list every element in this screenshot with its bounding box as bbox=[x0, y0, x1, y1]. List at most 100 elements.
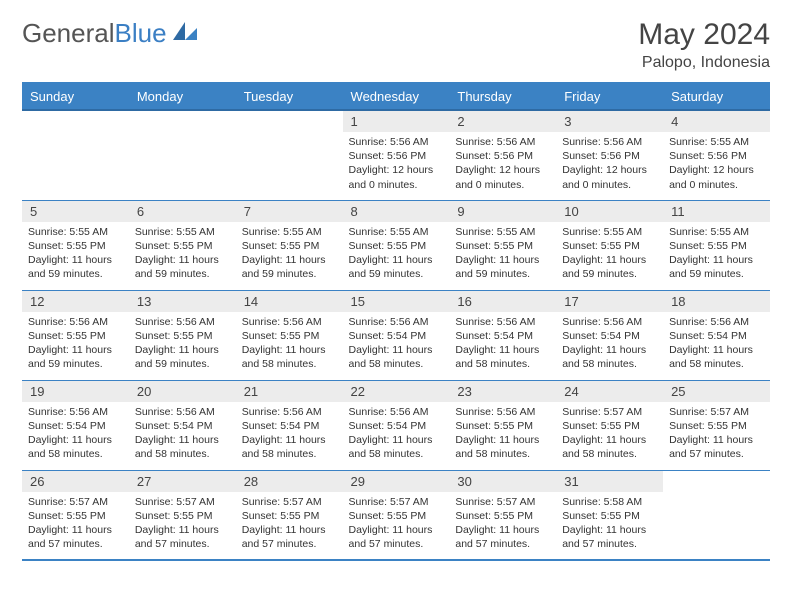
day-details: Sunrise: 5:56 AMSunset: 5:54 PMDaylight:… bbox=[22, 402, 129, 467]
sunset-text: Sunset: 5:55 PM bbox=[135, 239, 230, 253]
calendar-day-cell bbox=[22, 110, 129, 200]
sunset-text: Sunset: 5:55 PM bbox=[455, 419, 550, 433]
sunrise-text: Sunrise: 5:56 AM bbox=[349, 405, 444, 419]
header: GeneralBlue May 2024 Palopo, Indonesia bbox=[22, 18, 770, 72]
daylight-text: Daylight: 11 hours and 59 minutes. bbox=[28, 253, 123, 281]
sunset-text: Sunset: 5:54 PM bbox=[455, 329, 550, 343]
calendar-day-cell: 13Sunrise: 5:56 AMSunset: 5:55 PMDayligh… bbox=[129, 290, 236, 380]
day-number bbox=[129, 111, 236, 117]
calendar-week-row: 5Sunrise: 5:55 AMSunset: 5:55 PMDaylight… bbox=[22, 200, 770, 290]
calendar-day-cell: 30Sunrise: 5:57 AMSunset: 5:55 PMDayligh… bbox=[449, 470, 556, 560]
calendar-day-cell: 18Sunrise: 5:56 AMSunset: 5:54 PMDayligh… bbox=[663, 290, 770, 380]
day-details: Sunrise: 5:56 AMSunset: 5:55 PMDaylight:… bbox=[449, 402, 556, 467]
daylight-text: Daylight: 11 hours and 59 minutes. bbox=[135, 253, 230, 281]
day-number: 19 bbox=[22, 381, 129, 402]
day-number: 24 bbox=[556, 381, 663, 402]
day-number: 28 bbox=[236, 471, 343, 492]
sunrise-text: Sunrise: 5:56 AM bbox=[349, 315, 444, 329]
calendar-day-cell: 6Sunrise: 5:55 AMSunset: 5:55 PMDaylight… bbox=[129, 200, 236, 290]
day-details: Sunrise: 5:57 AMSunset: 5:55 PMDaylight:… bbox=[663, 402, 770, 467]
sunset-text: Sunset: 5:54 PM bbox=[669, 329, 764, 343]
day-details: Sunrise: 5:56 AMSunset: 5:54 PMDaylight:… bbox=[343, 312, 450, 377]
logo: GeneralBlue bbox=[22, 18, 199, 49]
sunset-text: Sunset: 5:55 PM bbox=[28, 329, 123, 343]
day-number bbox=[22, 111, 129, 117]
sunset-text: Sunset: 5:55 PM bbox=[349, 509, 444, 523]
sunset-text: Sunset: 5:56 PM bbox=[455, 149, 550, 163]
weekday-header: Tuesday bbox=[236, 83, 343, 110]
day-number: 13 bbox=[129, 291, 236, 312]
calendar-day-cell: 11Sunrise: 5:55 AMSunset: 5:55 PMDayligh… bbox=[663, 200, 770, 290]
daylight-text: Daylight: 12 hours and 0 minutes. bbox=[455, 163, 550, 191]
daylight-text: Daylight: 11 hours and 59 minutes. bbox=[135, 343, 230, 371]
day-number: 15 bbox=[343, 291, 450, 312]
weekday-header: Monday bbox=[129, 83, 236, 110]
sunrise-text: Sunrise: 5:55 AM bbox=[28, 225, 123, 239]
calendar-table: Sunday Monday Tuesday Wednesday Thursday… bbox=[22, 82, 770, 561]
day-details: Sunrise: 5:58 AMSunset: 5:55 PMDaylight:… bbox=[556, 492, 663, 557]
day-number: 18 bbox=[663, 291, 770, 312]
sunrise-text: Sunrise: 5:56 AM bbox=[28, 405, 123, 419]
day-number: 23 bbox=[449, 381, 556, 402]
sunset-text: Sunset: 5:56 PM bbox=[562, 149, 657, 163]
day-details: Sunrise: 5:56 AMSunset: 5:54 PMDaylight:… bbox=[129, 402, 236, 467]
day-details: Sunrise: 5:56 AMSunset: 5:55 PMDaylight:… bbox=[129, 312, 236, 377]
sunset-text: Sunset: 5:54 PM bbox=[242, 419, 337, 433]
sunset-text: Sunset: 5:55 PM bbox=[242, 509, 337, 523]
calendar-day-cell: 3Sunrise: 5:56 AMSunset: 5:56 PMDaylight… bbox=[556, 110, 663, 200]
day-details: Sunrise: 5:56 AMSunset: 5:54 PMDaylight:… bbox=[343, 402, 450, 467]
month-title: May 2024 bbox=[638, 18, 770, 52]
calendar-day-cell: 15Sunrise: 5:56 AMSunset: 5:54 PMDayligh… bbox=[343, 290, 450, 380]
daylight-text: Daylight: 11 hours and 59 minutes. bbox=[349, 253, 444, 281]
day-number: 16 bbox=[449, 291, 556, 312]
sunset-text: Sunset: 5:55 PM bbox=[135, 329, 230, 343]
day-number: 30 bbox=[449, 471, 556, 492]
sunrise-text: Sunrise: 5:56 AM bbox=[242, 405, 337, 419]
day-details: Sunrise: 5:55 AMSunset: 5:55 PMDaylight:… bbox=[343, 222, 450, 287]
sunrise-text: Sunrise: 5:57 AM bbox=[28, 495, 123, 509]
daylight-text: Daylight: 11 hours and 58 minutes. bbox=[135, 433, 230, 461]
calendar-day-cell: 25Sunrise: 5:57 AMSunset: 5:55 PMDayligh… bbox=[663, 380, 770, 470]
daylight-text: Daylight: 11 hours and 58 minutes. bbox=[242, 433, 337, 461]
daylight-text: Daylight: 11 hours and 58 minutes. bbox=[562, 343, 657, 371]
daylight-text: Daylight: 11 hours and 58 minutes. bbox=[28, 433, 123, 461]
day-number: 22 bbox=[343, 381, 450, 402]
day-details: Sunrise: 5:55 AMSunset: 5:55 PMDaylight:… bbox=[556, 222, 663, 287]
day-details: Sunrise: 5:55 AMSunset: 5:55 PMDaylight:… bbox=[22, 222, 129, 287]
sunset-text: Sunset: 5:55 PM bbox=[455, 239, 550, 253]
sunrise-text: Sunrise: 5:55 AM bbox=[669, 135, 764, 149]
weekday-header: Wednesday bbox=[343, 83, 450, 110]
sunset-text: Sunset: 5:55 PM bbox=[562, 419, 657, 433]
sunrise-text: Sunrise: 5:57 AM bbox=[242, 495, 337, 509]
daylight-text: Daylight: 11 hours and 59 minutes. bbox=[455, 253, 550, 281]
sunset-text: Sunset: 5:54 PM bbox=[349, 419, 444, 433]
weekday-header: Sunday bbox=[22, 83, 129, 110]
day-number: 7 bbox=[236, 201, 343, 222]
day-number: 5 bbox=[22, 201, 129, 222]
daylight-text: Daylight: 11 hours and 59 minutes. bbox=[669, 253, 764, 281]
logo-text-first: General bbox=[22, 18, 115, 49]
sunrise-text: Sunrise: 5:56 AM bbox=[562, 135, 657, 149]
day-number bbox=[236, 111, 343, 117]
sunrise-text: Sunrise: 5:56 AM bbox=[455, 315, 550, 329]
sunset-text: Sunset: 5:56 PM bbox=[669, 149, 764, 163]
daylight-text: Daylight: 11 hours and 57 minutes. bbox=[669, 433, 764, 461]
sunset-text: Sunset: 5:55 PM bbox=[669, 239, 764, 253]
day-number: 27 bbox=[129, 471, 236, 492]
day-number: 9 bbox=[449, 201, 556, 222]
day-details: Sunrise: 5:57 AMSunset: 5:55 PMDaylight:… bbox=[22, 492, 129, 557]
day-details: Sunrise: 5:56 AMSunset: 5:54 PMDaylight:… bbox=[449, 312, 556, 377]
day-number: 29 bbox=[343, 471, 450, 492]
day-details: Sunrise: 5:56 AMSunset: 5:56 PMDaylight:… bbox=[449, 132, 556, 197]
calendar-day-cell bbox=[236, 110, 343, 200]
day-details: Sunrise: 5:56 AMSunset: 5:54 PMDaylight:… bbox=[236, 402, 343, 467]
calendar-day-cell: 8Sunrise: 5:55 AMSunset: 5:55 PMDaylight… bbox=[343, 200, 450, 290]
day-number bbox=[663, 471, 770, 477]
sunset-text: Sunset: 5:54 PM bbox=[135, 419, 230, 433]
weekday-header: Saturday bbox=[663, 83, 770, 110]
day-number: 25 bbox=[663, 381, 770, 402]
calendar-day-cell: 16Sunrise: 5:56 AMSunset: 5:54 PMDayligh… bbox=[449, 290, 556, 380]
day-details: Sunrise: 5:57 AMSunset: 5:55 PMDaylight:… bbox=[449, 492, 556, 557]
logo-text-second: Blue bbox=[115, 18, 167, 49]
weekday-header: Friday bbox=[556, 83, 663, 110]
